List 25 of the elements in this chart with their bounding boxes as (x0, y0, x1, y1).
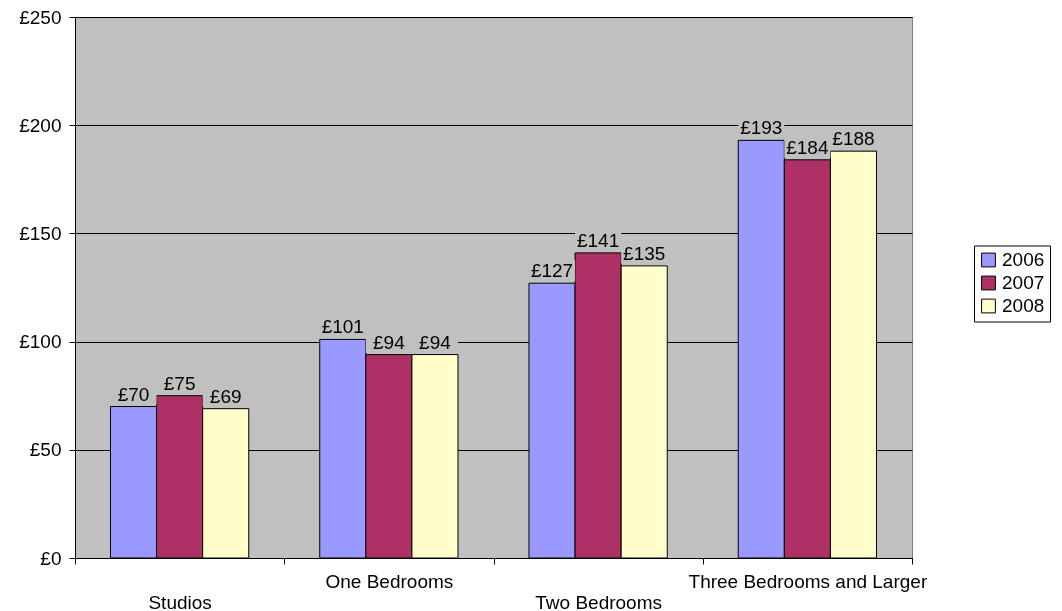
data-label: £135 (623, 242, 666, 264)
data-label: £184 (786, 136, 829, 158)
y-tick-label: £250 (19, 6, 62, 28)
x-tick-label: Studios (148, 591, 212, 611)
legend-label: 2008 (1002, 295, 1045, 316)
data-label: £141 (576, 229, 620, 251)
y-tick-label: £0 (40, 547, 62, 569)
data-label: £70 (117, 383, 150, 405)
data-label: £188 (832, 128, 875, 150)
data-label: £69 (209, 385, 242, 407)
data-label: £75 (163, 372, 196, 394)
y-tick-label: £200 (19, 114, 62, 136)
data-label: £94 (419, 331, 452, 353)
y-tick-label: £50 (29, 439, 62, 461)
x-tick-label: One Bedrooms (325, 570, 454, 592)
x-tick-label: Three Bedrooms and Larger (688, 570, 928, 592)
x-tick-label: Two Bedrooms (535, 591, 662, 611)
data-label: £193 (740, 117, 783, 139)
legend-label: 2006 (1002, 249, 1045, 270)
legend-label: 2007 (1002, 272, 1045, 293)
data-label: £101 (321, 316, 364, 338)
data-label: £127 (530, 260, 574, 282)
data-label: £94 (373, 331, 406, 353)
y-tick-label: £150 (19, 222, 62, 244)
y-tick-label: £100 (19, 331, 62, 353)
